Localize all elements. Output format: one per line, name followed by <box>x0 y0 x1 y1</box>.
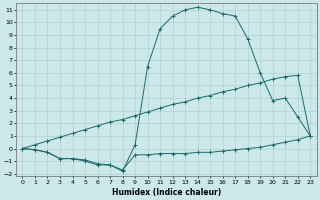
X-axis label: Humidex (Indice chaleur): Humidex (Indice chaleur) <box>112 188 221 197</box>
